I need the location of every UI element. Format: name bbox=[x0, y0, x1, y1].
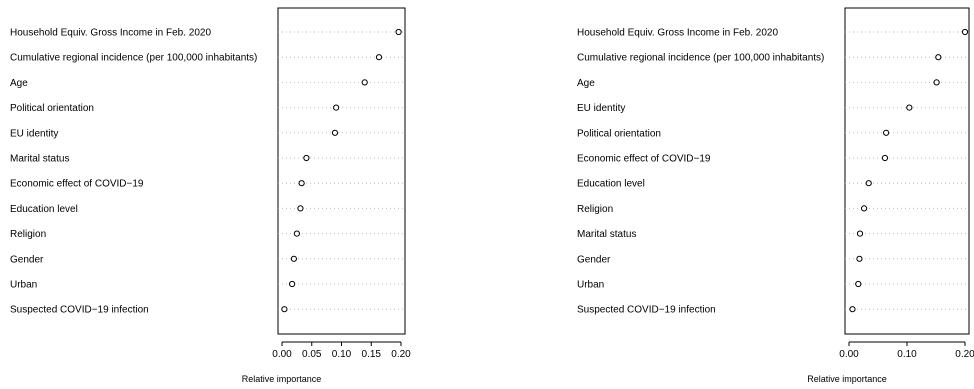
category-label: Religion bbox=[10, 229, 46, 240]
category-label: Household Equiv. Gross Income in Feb. 20… bbox=[577, 28, 778, 39]
x-axis-label: Relative importance bbox=[807, 374, 887, 384]
data-point bbox=[881, 154, 889, 162]
x-tick-label: 0.05 bbox=[302, 349, 322, 360]
category-label: Religion bbox=[577, 204, 613, 215]
data-point bbox=[906, 104, 913, 111]
x-tick-label: 0.20 bbox=[391, 349, 411, 360]
category-label: Urban bbox=[10, 280, 37, 291]
data-point bbox=[856, 230, 864, 237]
x-tick-label: 0.00 bbox=[272, 349, 292, 360]
data-point bbox=[849, 306, 856, 313]
data-point bbox=[303, 154, 310, 162]
data-point bbox=[361, 79, 368, 86]
data-point bbox=[298, 180, 305, 187]
x-tick-label: 0.20 bbox=[955, 349, 974, 360]
category-label: Age bbox=[10, 78, 28, 89]
category-label: Marital status bbox=[10, 154, 69, 165]
data-point bbox=[933, 79, 940, 86]
data-point bbox=[961, 28, 969, 36]
x-axis-label: Relative importance bbox=[242, 374, 322, 384]
data-point bbox=[375, 54, 383, 61]
data-point bbox=[935, 54, 942, 61]
plot-frame-2 bbox=[844, 7, 970, 335]
plot-frame-1 bbox=[277, 7, 406, 335]
data-point bbox=[855, 280, 862, 288]
data-point bbox=[293, 230, 300, 237]
data-point bbox=[856, 255, 863, 262]
data-point bbox=[865, 180, 872, 187]
category-label: Political orientation bbox=[577, 128, 661, 139]
category-label: Education level bbox=[10, 204, 78, 215]
category-label: Household Equiv. Gross Income in Feb. 20… bbox=[10, 28, 211, 39]
category-label: Marital status bbox=[577, 229, 636, 240]
category-label: EU identity bbox=[10, 128, 58, 139]
category-label: Political orientation bbox=[10, 103, 94, 114]
data-point bbox=[290, 255, 297, 262]
data-point bbox=[331, 129, 339, 136]
category-label: Suspected COVID−19 infection bbox=[10, 305, 149, 316]
category-label: Age bbox=[577, 78, 595, 89]
data-point bbox=[883, 129, 890, 136]
category-label: Economic effect of COVID−19 bbox=[577, 154, 711, 165]
category-label: Economic effect of COVID−19 bbox=[10, 179, 144, 190]
data-point bbox=[395, 28, 402, 36]
data-point bbox=[860, 205, 868, 212]
x-tick-label: 0.10 bbox=[332, 349, 352, 360]
category-label: Cumulative regional incidence (per 100,0… bbox=[10, 53, 257, 64]
category-label: Education level bbox=[577, 179, 645, 190]
category-label: EU identity bbox=[577, 103, 625, 114]
category-label: Cumulative regional incidence (per 100,0… bbox=[577, 53, 824, 64]
category-label: Gender bbox=[577, 254, 611, 265]
category-label: Suspected COVID−19 infection bbox=[577, 305, 716, 316]
data-point bbox=[281, 306, 288, 313]
data-point bbox=[333, 104, 340, 111]
x-tick-label: 0.15 bbox=[362, 349, 382, 360]
category-label: Gender bbox=[10, 254, 44, 265]
x-tick-label: 0.00 bbox=[839, 349, 859, 360]
data-point bbox=[289, 280, 296, 288]
category-label: Urban bbox=[577, 280, 604, 291]
data-point bbox=[297, 205, 304, 212]
x-tick-label: 0.10 bbox=[897, 349, 917, 360]
